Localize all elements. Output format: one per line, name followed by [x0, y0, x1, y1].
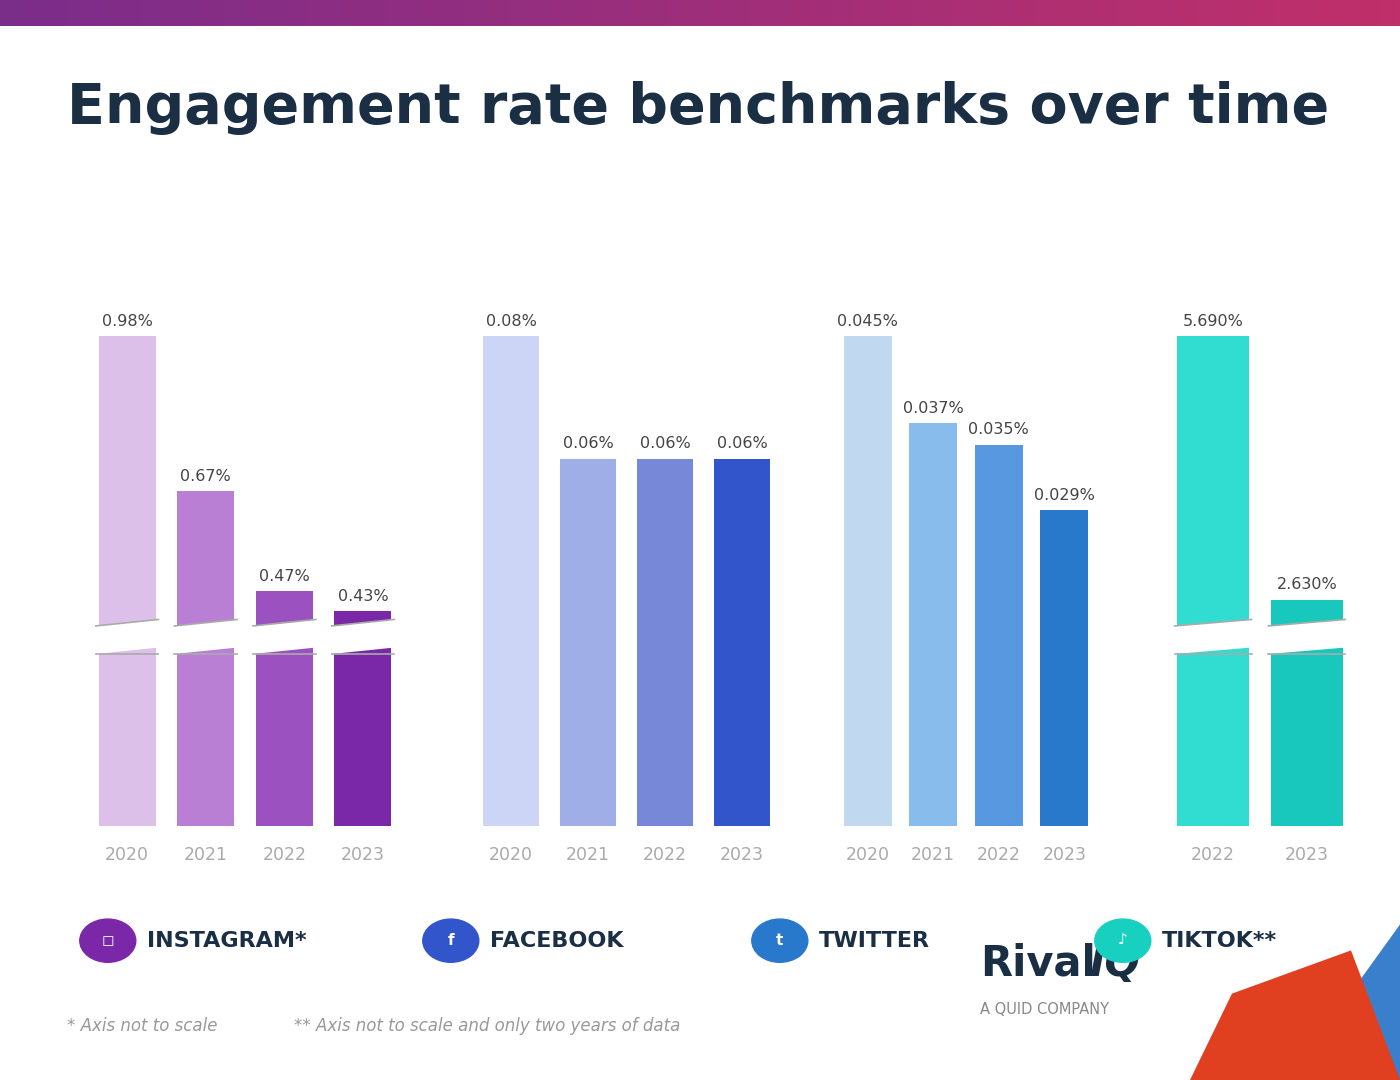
- Text: 0.035%: 0.035%: [969, 422, 1029, 437]
- Text: 0.029%: 0.029%: [1033, 488, 1095, 503]
- Text: 2023: 2023: [720, 846, 764, 864]
- Text: 0.67%: 0.67%: [181, 469, 231, 484]
- Text: 0.43%: 0.43%: [337, 589, 388, 604]
- Text: 2022: 2022: [262, 846, 307, 864]
- Text: 2021: 2021: [911, 846, 955, 864]
- Text: * Axis not to scale: * Axis not to scale: [67, 1016, 218, 1035]
- Text: 0.06%: 0.06%: [563, 436, 613, 451]
- Text: 2022: 2022: [977, 846, 1021, 864]
- Text: 2020: 2020: [105, 846, 148, 864]
- Text: TWITTER: TWITTER: [819, 931, 930, 950]
- Text: 2022: 2022: [1191, 846, 1235, 864]
- Text: 0.08%: 0.08%: [486, 313, 536, 328]
- Text: 2.630%: 2.630%: [1277, 577, 1337, 592]
- Text: 2020: 2020: [846, 846, 890, 864]
- Text: 2021: 2021: [183, 846, 228, 864]
- Text: ◻: ◻: [101, 933, 115, 948]
- Text: 0.06%: 0.06%: [640, 436, 690, 451]
- Text: 0.47%: 0.47%: [259, 568, 309, 583]
- Text: 2023: 2023: [1042, 846, 1086, 864]
- Text: A QUID COMPANY: A QUID COMPANY: [980, 1002, 1109, 1017]
- Text: t: t: [776, 933, 784, 948]
- Text: 0.06%: 0.06%: [717, 436, 767, 451]
- Text: 2023: 2023: [342, 846, 385, 864]
- Text: 2023: 2023: [1285, 846, 1329, 864]
- Text: 2020: 2020: [489, 846, 533, 864]
- Text: TIKTOK**: TIKTOK**: [1162, 931, 1277, 950]
- Text: INSTAGRAM*: INSTAGRAM*: [147, 931, 307, 950]
- Text: 0.037%: 0.037%: [903, 401, 963, 416]
- Text: 2022: 2022: [643, 846, 687, 864]
- Text: 5.690%: 5.690%: [1183, 313, 1243, 328]
- Text: FACEBOOK: FACEBOOK: [490, 931, 623, 950]
- Text: Rival: Rival: [980, 943, 1096, 985]
- Text: 0.045%: 0.045%: [837, 313, 899, 328]
- Text: IQ: IQ: [1089, 943, 1140, 985]
- Text: ** Axis not to scale and only two years of data: ** Axis not to scale and only two years …: [294, 1016, 680, 1035]
- Text: Engagement rate benchmarks over time: Engagement rate benchmarks over time: [67, 81, 1330, 135]
- Text: ♪: ♪: [1119, 933, 1127, 948]
- Text: 0.98%: 0.98%: [102, 313, 153, 328]
- Text: f: f: [448, 933, 454, 948]
- Text: 2021: 2021: [566, 846, 610, 864]
